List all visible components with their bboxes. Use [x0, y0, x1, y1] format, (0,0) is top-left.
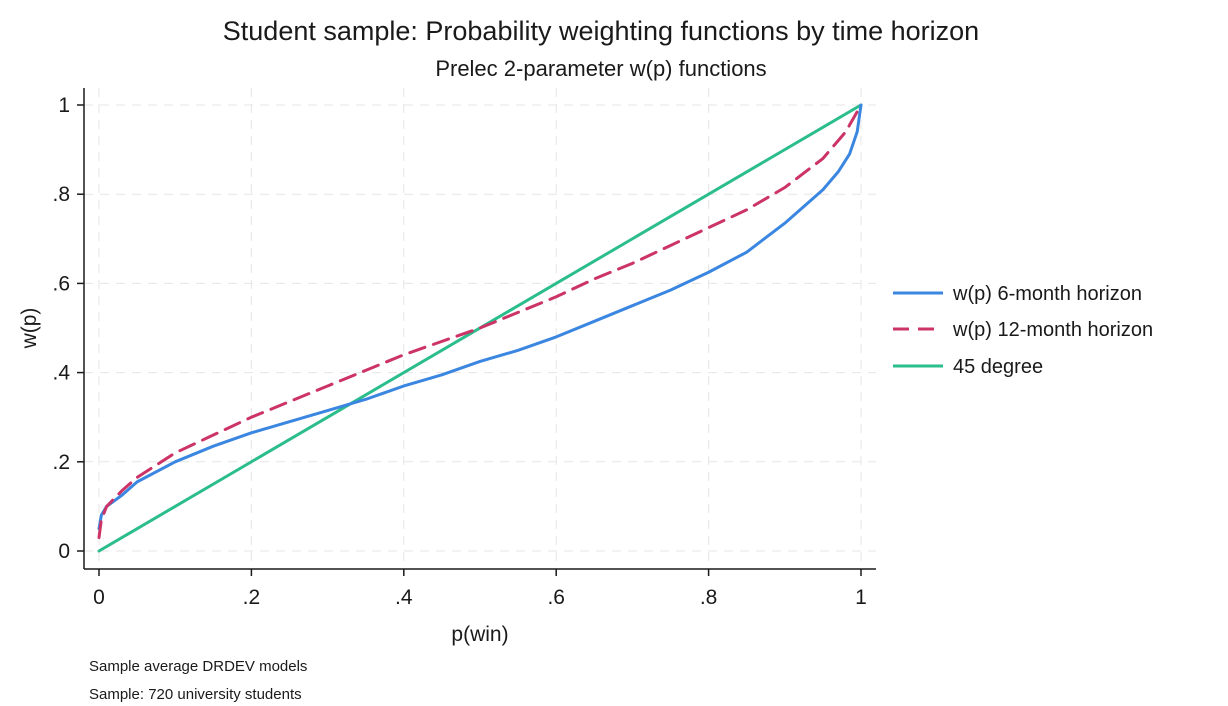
legend-label-2: 45 degree [953, 356, 1043, 378]
x-axis-title: p(win) [451, 623, 508, 646]
series-line-1 [97, 103, 863, 540]
series-line-0 [97, 103, 863, 531]
note-models: Sample average DRDEV models [89, 658, 307, 675]
legend-label-0: w(p) 6-month horizon [952, 283, 1142, 305]
axes: 0 .2 .4 .6 .8 1 0 .2 .4 .6 .8 1 [52, 88, 876, 609]
y-tick-label-5: 1 [58, 94, 70, 117]
grid-lines [84, 88, 876, 564]
x-tick-label-5: 1 [855, 586, 867, 609]
y-tick-label-4: .8 [52, 183, 70, 206]
legend: w(p) 6-month horizon w(p) 12-month horizo… [893, 283, 1153, 378]
x-tick-label-4: .8 [700, 586, 718, 609]
y-tick-label-2: .4 [52, 362, 70, 385]
legend-label-1: w(p) 12-month horizon [952, 319, 1153, 341]
x-tick-label-2: .4 [395, 586, 413, 609]
chart-title: Student sample: Probability weighting fu… [223, 16, 979, 46]
plot-lines [97, 103, 863, 553]
y-tick-label-3: .6 [52, 272, 70, 295]
x-tick-label-3: .6 [547, 586, 565, 609]
y-axis-title: w(p) [18, 308, 41, 350]
chart-subtitle: Prelec 2-parameter w(p) functions [435, 56, 766, 81]
y-tick-label-0: 0 [58, 540, 70, 563]
x-tick-label-0: 0 [93, 586, 105, 609]
x-tick-label-1: .2 [243, 586, 261, 609]
y-tick-label-1: .2 [52, 451, 70, 474]
note-sample: Sample: 720 university students [89, 686, 302, 703]
